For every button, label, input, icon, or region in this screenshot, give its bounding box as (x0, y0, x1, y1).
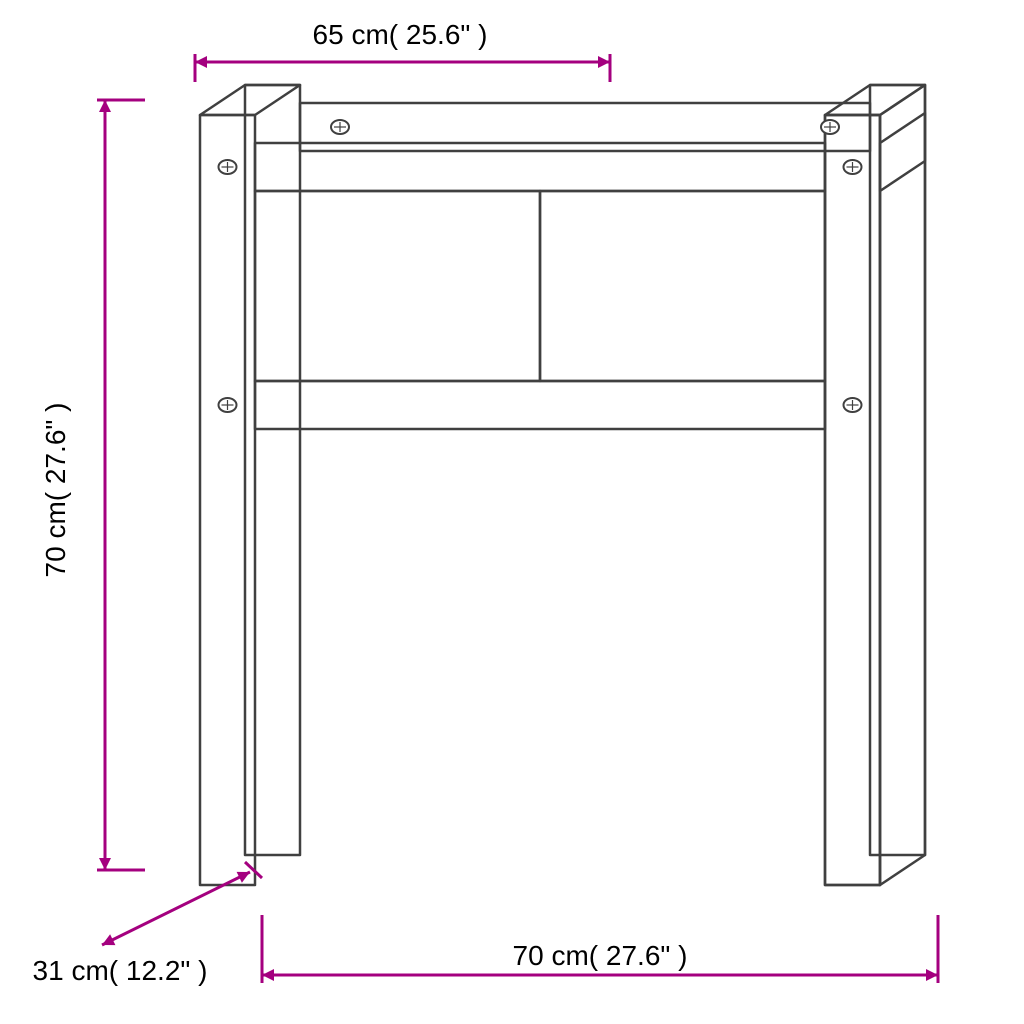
dim-top-label: 65 cm( 25.6" ) (313, 19, 488, 50)
dim-left-label: 70 cm( 27.6" ) (40, 403, 71, 578)
product-drawing (200, 85, 925, 885)
dim-depth-label: 31 cm( 12.2" ) (33, 955, 208, 986)
dim-bottom-label: 70 cm( 27.6" ) (513, 940, 688, 971)
